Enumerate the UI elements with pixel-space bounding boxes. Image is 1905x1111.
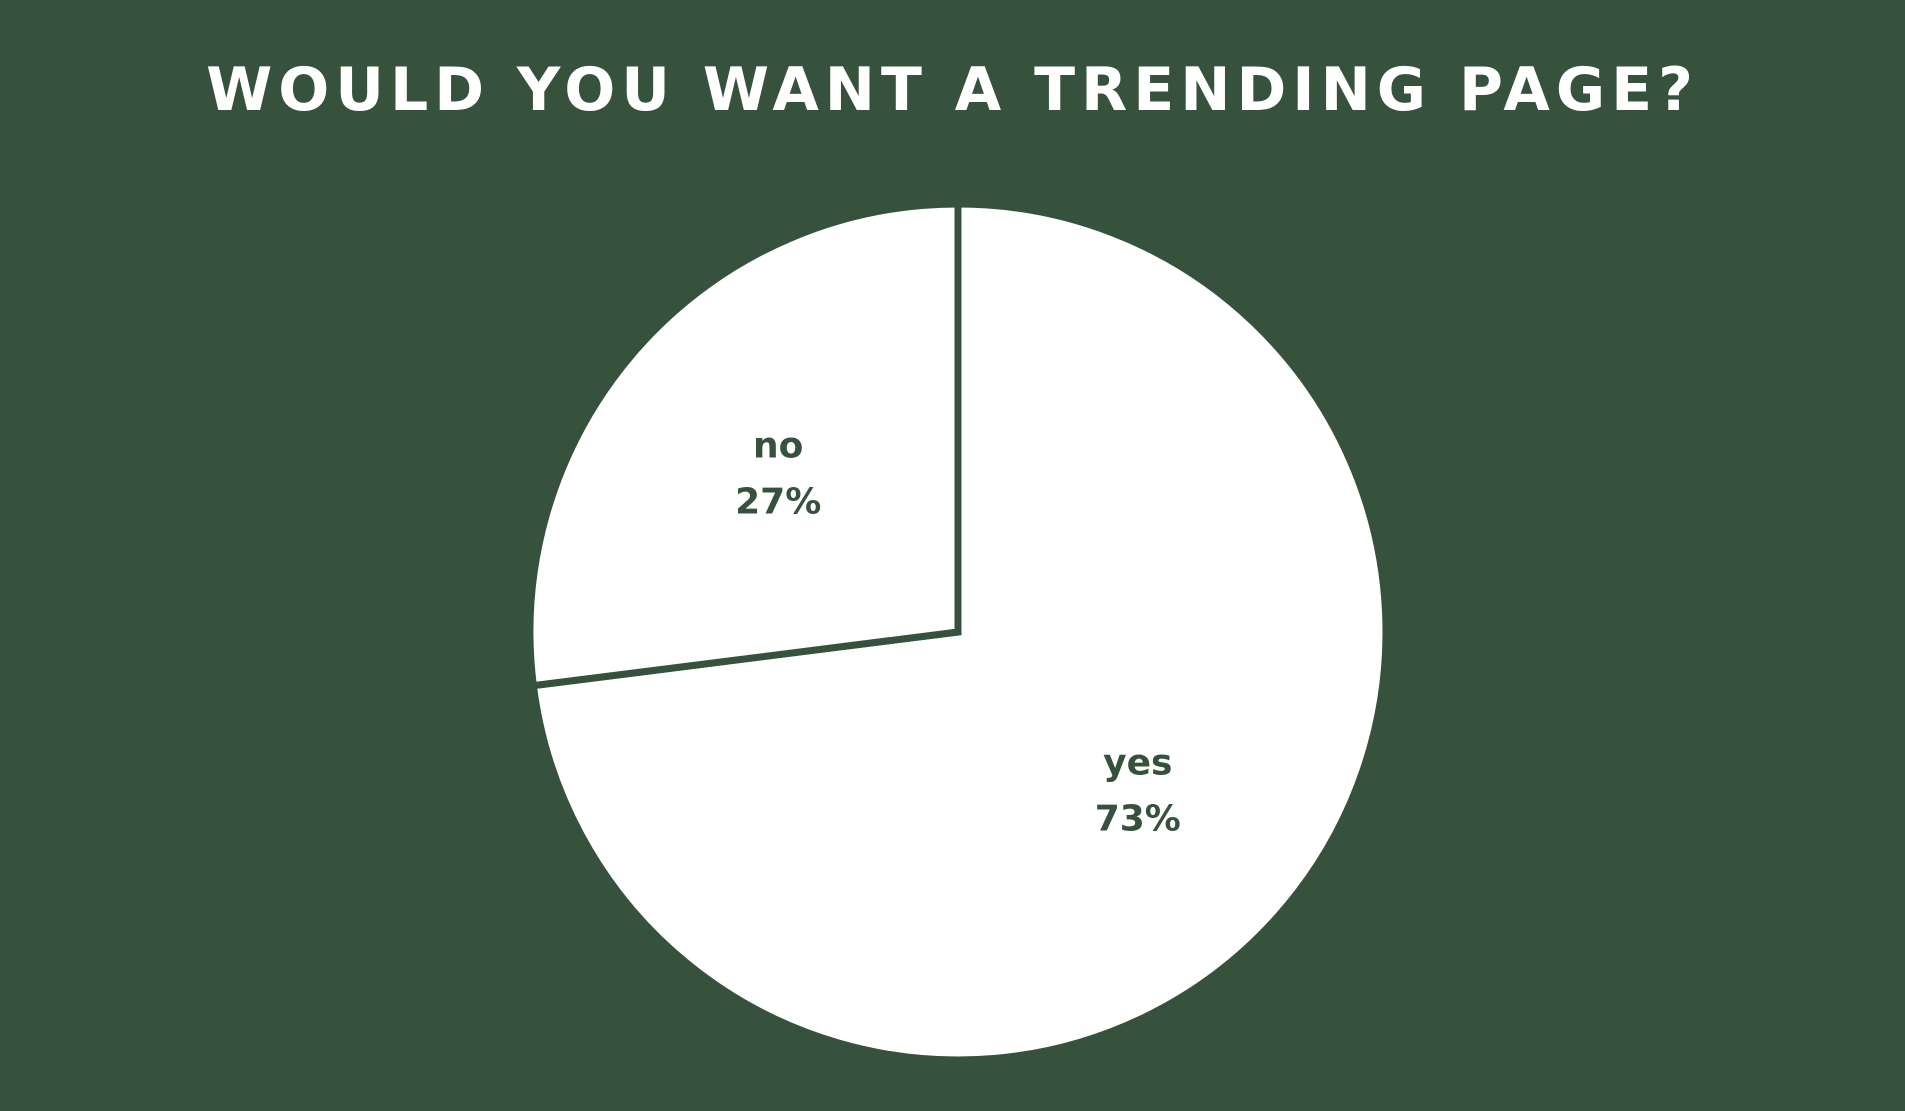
slice-category-label: yes bbox=[1103, 743, 1172, 784]
chart-title: WOULD YOU WANT A TRENDING PAGE? bbox=[206, 55, 1699, 125]
slice-category-label: no bbox=[753, 426, 803, 467]
pie-slice-no bbox=[526, 200, 962, 690]
slice-value-label: 73% bbox=[1095, 799, 1181, 840]
slice-value-label: 27% bbox=[735, 482, 821, 523]
